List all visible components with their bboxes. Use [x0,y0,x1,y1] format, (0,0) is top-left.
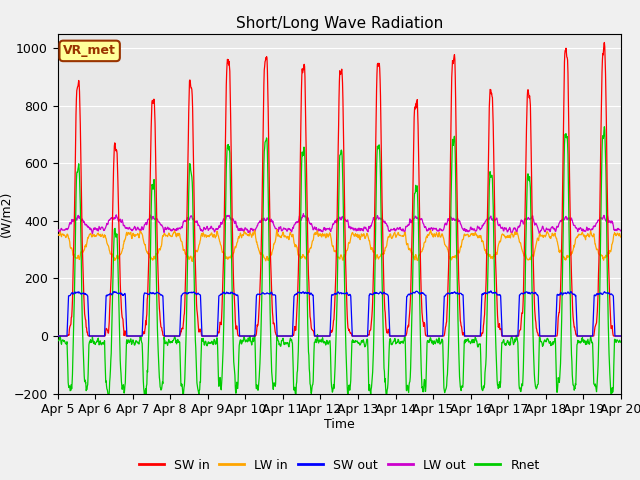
Text: VR_met: VR_met [63,44,116,58]
X-axis label: Time: Time [324,418,355,431]
Title: Short/Long Wave Radiation: Short/Long Wave Radiation [236,16,443,31]
Legend: SW in, LW in, SW out, LW out, Rnet: SW in, LW in, SW out, LW out, Rnet [134,454,545,477]
Y-axis label: (W/m2): (W/m2) [0,191,12,237]
